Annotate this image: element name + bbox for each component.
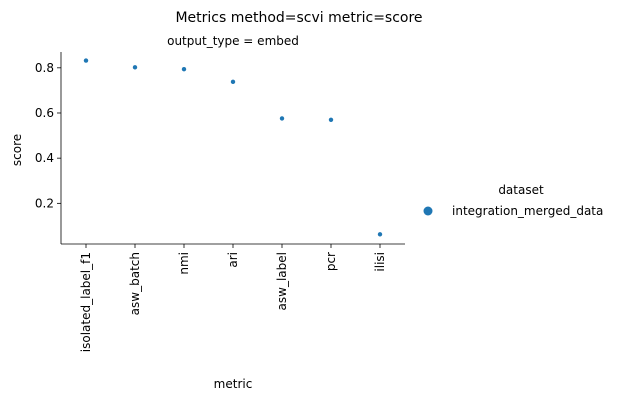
- data-point: [83, 58, 89, 63]
- x-tick-label: asw_label: [275, 252, 289, 310]
- legend-entry: integration_merged_data: [452, 204, 603, 218]
- data-point: [230, 79, 236, 85]
- y-tick-label: 0.4: [35, 151, 54, 165]
- data-point: [377, 232, 383, 237]
- y-tick-label: 0.8: [35, 61, 54, 75]
- x-tick-label: nmi: [177, 252, 191, 275]
- data-point: [279, 116, 285, 121]
- x-tick-label: isolated_label_f1: [79, 252, 93, 352]
- x-tick-label: ilisi: [373, 252, 387, 272]
- x-axis-label: metric: [214, 377, 253, 391]
- x-tick-label: pcr: [324, 252, 338, 271]
- data-point: [132, 65, 138, 70]
- x-tick-label: ari: [226, 252, 240, 268]
- x-tick-label: asw_batch: [128, 252, 142, 315]
- data-point: [328, 117, 334, 122]
- legend-title: dataset: [498, 183, 544, 197]
- y-tick-label: 0.6: [35, 106, 54, 120]
- chart-subtitle: output_type = embed: [167, 34, 299, 48]
- legend: dataset integration_merged_data: [423, 183, 603, 218]
- plot-area: 0.2 0.4 0.6 0.8 isolated_label_f1 asw_batch nm…: [35, 52, 405, 352]
- y-axis-label: score: [10, 134, 24, 166]
- legend-marker: [423, 206, 433, 216]
- y-tick-label: 0.2: [35, 196, 54, 210]
- chart-title: Metrics method=scvi metric=score: [175, 10, 422, 26]
- data-point: [181, 66, 187, 72]
